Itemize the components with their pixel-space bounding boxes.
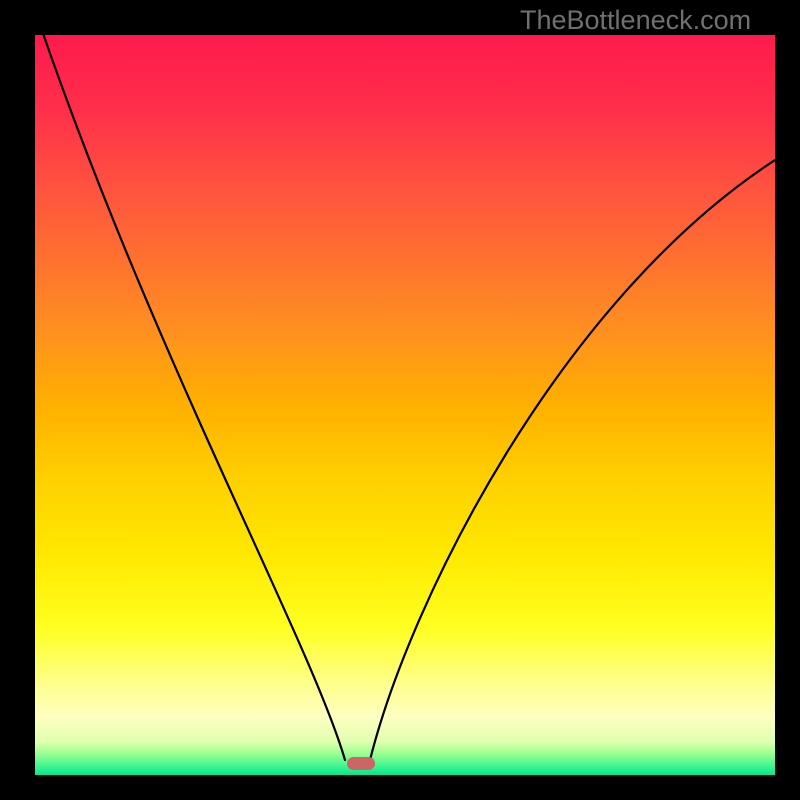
chart-container: TheBottleneck.com	[0, 0, 800, 800]
watermark-text: TheBottleneck.com	[520, 5, 751, 36]
plot-area	[35, 35, 775, 775]
bottleneck-marker	[347, 757, 375, 770]
bottleneck-curve	[35, 35, 775, 775]
